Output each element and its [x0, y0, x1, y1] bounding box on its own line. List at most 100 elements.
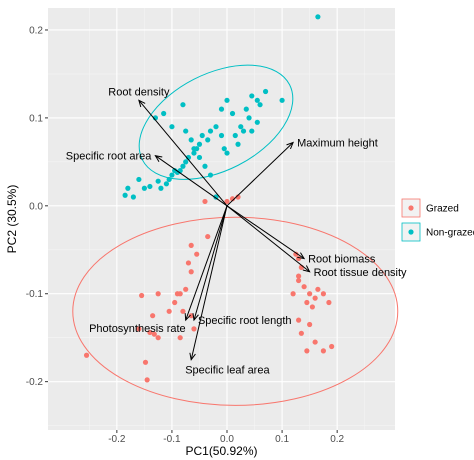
point-grazed: [172, 299, 178, 306]
point-non-grazed: [155, 178, 161, 184]
point-grazed: [296, 317, 302, 323]
arrowhead-photosynthesis-rate: [184, 313, 191, 322]
point-non-grazed: [196, 141, 203, 147]
point-grazed: [307, 321, 313, 328]
point-grazed: [290, 291, 296, 297]
point-grazed: [296, 273, 302, 279]
point-non-grazed: [262, 88, 269, 95]
legend: Grazed Non-grazed: [401, 198, 474, 242]
point-grazed: [188, 313, 194, 319]
point-grazed: [136, 326, 142, 332]
point-non-grazed: [202, 163, 208, 169]
point-grazed: [139, 292, 145, 299]
point-grazed: [166, 308, 172, 314]
point-grazed: [151, 331, 157, 337]
x-tick-label: -0.2: [108, 434, 126, 445]
point-grazed: [188, 269, 194, 275]
y-tick-label: -0.1: [26, 289, 44, 300]
point-non-grazed: [224, 150, 230, 156]
y-tick-label: 0.1: [29, 113, 43, 124]
point-non-grazed: [183, 128, 189, 134]
point-grazed: [150, 313, 156, 319]
point-non-grazed: [130, 194, 136, 200]
loading-labels: Root density Specific root area Maximum he…: [66, 86, 407, 376]
point-non-grazed: [243, 106, 249, 112]
point-grazed: [312, 295, 318, 301]
x-tick-label: 0.2: [330, 434, 344, 445]
point-non-grazed: [232, 132, 238, 139]
point-grazed: [296, 255, 302, 262]
point-grazed: [320, 348, 326, 354]
point-grazed: [185, 260, 192, 266]
point-non-grazed: [141, 185, 147, 191]
arrowhead-specific-leaf-area: [189, 352, 196, 361]
point-non-grazed: [191, 150, 197, 156]
arrow-specific-root-length: [193, 205, 228, 321]
point-grazed: [180, 308, 186, 314]
y-tick-label: 0.0: [29, 201, 43, 212]
legend-label-grazed: Grazed: [426, 204, 459, 215]
x-tick-label: 0.0: [220, 434, 234, 445]
point-grazed: [329, 343, 335, 350]
y-tick-label: 0.2: [29, 25, 43, 36]
data-points: [83, 14, 335, 383]
y-axis-title: PC2 (30.5%): [5, 185, 19, 254]
grid-major: [48, 8, 395, 430]
point-grazed: [301, 284, 307, 290]
arrowhead-specific-root-area: [154, 154, 163, 162]
point-non-grazed: [125, 185, 131, 191]
legend-dot-non-grazed: [408, 229, 414, 235]
loading-label-root-biomass: Root biomass: [308, 254, 376, 266]
arrow-root-density: [138, 99, 228, 207]
arrow-specific-root-area: [155, 155, 228, 207]
loading-label-specific-leaf-area: Specific leaf area: [185, 365, 270, 377]
point-non-grazed: [166, 176, 172, 183]
point-non-grazed: [188, 137, 194, 143]
arrow-root-tissue-density: [226, 205, 310, 273]
point-grazed: [194, 251, 200, 257]
point-non-grazed: [122, 192, 128, 198]
point-grazed: [147, 329, 153, 336]
legend-item-non-grazed: Non-grazed: [401, 222, 474, 242]
point-grazed: [229, 196, 236, 202]
legend-dot-grazed: [408, 205, 414, 211]
point-grazed: [155, 291, 161, 297]
x-tick-label: -0.1: [163, 434, 181, 445]
point-non-grazed: [196, 154, 203, 161]
point-grazed: [183, 286, 189, 292]
point-grazed: [177, 335, 183, 341]
arrow-root-biomass: [226, 205, 305, 259]
point-grazed: [315, 286, 321, 292]
point-non-grazed: [191, 146, 197, 152]
point-grazed: [304, 299, 310, 306]
point-non-grazed: [163, 181, 170, 187]
point-non-grazed: [136, 176, 142, 183]
point-grazed: [144, 377, 150, 383]
arrowhead-specific-root-length: [192, 313, 199, 322]
loading-label-root-density: Root density: [108, 86, 170, 98]
y-tick-label: -0.2: [26, 377, 44, 388]
point-grazed: [312, 339, 318, 345]
point-non-grazed: [240, 128, 247, 134]
point-non-grazed: [213, 124, 219, 130]
point-non-grazed: [172, 168, 178, 174]
confidence-ellipses: [72, 64, 399, 406]
point-grazed: [298, 330, 304, 336]
point-non-grazed: [218, 106, 225, 112]
loading-label-specific-root-length: Specific root length: [198, 315, 292, 327]
point-grazed: [296, 277, 302, 284]
point-non-grazed: [229, 110, 236, 117]
point-non-grazed: [254, 97, 260, 103]
arrow-specific-leaf-area: [190, 205, 228, 360]
point-grazed: [224, 198, 230, 205]
point-grazed: [309, 304, 315, 310]
loading-label-maximum-height: Maximum height: [297, 138, 378, 150]
arrowhead-root-tissue-density: [302, 265, 311, 273]
point-non-grazed: [213, 194, 219, 200]
point-non-grazed: [279, 97, 285, 103]
point-grazed: [155, 335, 161, 341]
point-non-grazed: [315, 14, 321, 20]
point-non-grazed: [207, 172, 214, 178]
point-grazed: [235, 194, 241, 200]
point-grazed: [307, 291, 313, 297]
